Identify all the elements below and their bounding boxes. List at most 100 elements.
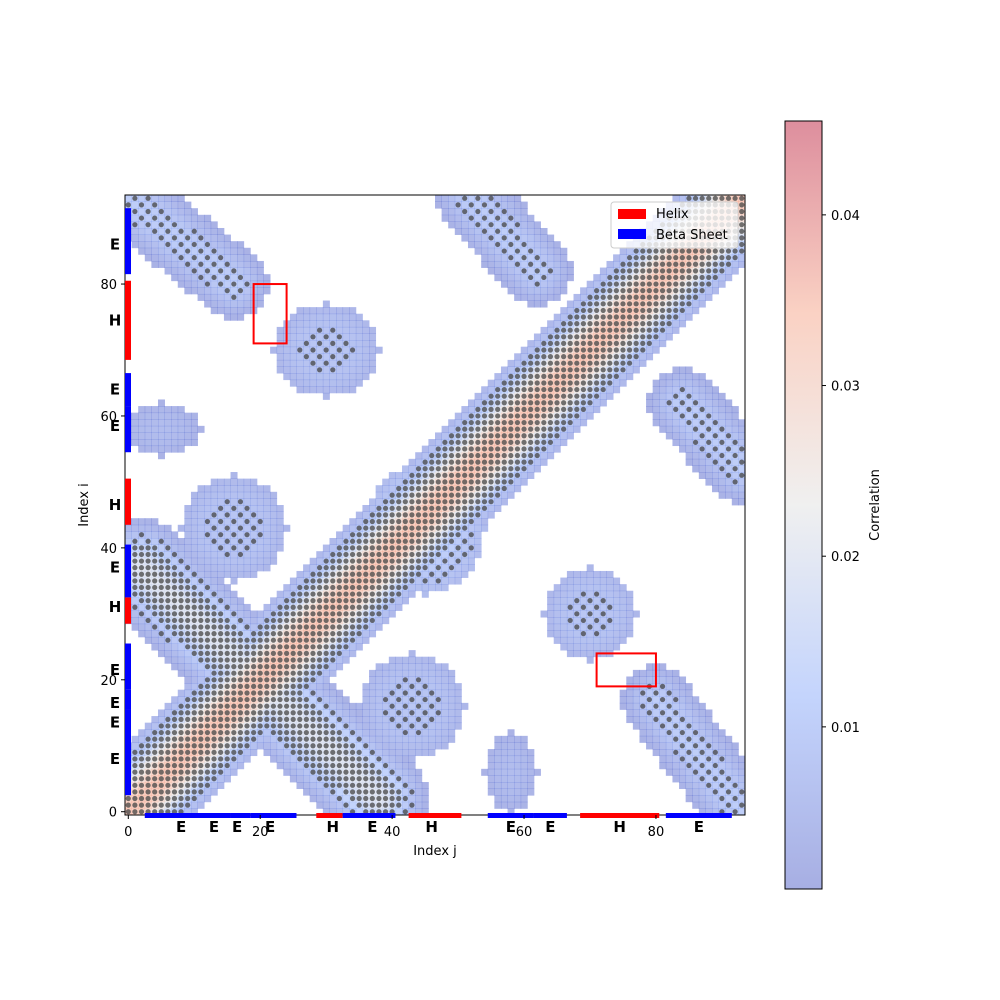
heatmap-cell xyxy=(500,768,508,776)
heatmap-cell xyxy=(349,709,357,717)
heatmap-cell xyxy=(250,254,258,262)
heatmap-cell xyxy=(679,419,687,427)
heatmap-cell xyxy=(560,577,568,585)
heatmap-cell xyxy=(718,729,726,737)
heatmap-cell xyxy=(369,505,377,512)
heatmap-cell xyxy=(204,590,212,598)
heatmap-cell xyxy=(164,702,172,710)
contact-point xyxy=(185,703,191,709)
heatmap-cell xyxy=(573,584,581,592)
contact-point xyxy=(330,789,336,795)
heatmap-cell xyxy=(692,452,700,460)
contact-point xyxy=(659,683,666,689)
heatmap-cell xyxy=(646,689,654,697)
heatmap-cell xyxy=(382,735,390,743)
contact-point xyxy=(356,789,362,795)
heatmap-cell xyxy=(197,551,205,559)
heatmap-cell xyxy=(322,689,330,697)
heatmap-cell xyxy=(157,406,165,414)
contact-point xyxy=(369,789,375,795)
heatmap-cell xyxy=(263,511,271,519)
heatmap-cell xyxy=(210,788,218,796)
heatmap-cell xyxy=(309,307,317,315)
heatmap-cell xyxy=(507,768,515,776)
heatmap-cell xyxy=(250,518,258,526)
heatmap-cell xyxy=(474,531,482,539)
heatmap-cell xyxy=(263,531,271,539)
heatmap-cell xyxy=(646,729,654,737)
heatmap-cell xyxy=(322,386,330,394)
contact-point xyxy=(376,769,382,775)
heatmap-cell xyxy=(243,293,251,301)
heatmap-cell xyxy=(289,366,297,374)
contact-point xyxy=(158,769,164,775)
heatmap-cell xyxy=(712,755,720,763)
heatmap-cell xyxy=(454,214,462,222)
contact-point xyxy=(277,637,283,643)
heatmap-cell xyxy=(144,432,152,440)
contact-point xyxy=(422,696,428,703)
contact-point xyxy=(673,749,679,755)
contact-point xyxy=(257,677,263,683)
heatmap-cell xyxy=(474,234,482,242)
heatmap-cell xyxy=(164,247,172,255)
heatmap-cell xyxy=(177,267,185,275)
contact-point xyxy=(336,743,342,749)
heatmap-cell xyxy=(402,768,410,776)
heatmap-cell xyxy=(560,432,568,440)
heatmap-cell xyxy=(540,452,548,460)
heatmap-cell xyxy=(355,313,363,321)
heatmap-cell xyxy=(672,669,680,677)
contact-point xyxy=(297,670,303,676)
heatmap-cell xyxy=(382,729,390,737)
heatmap-cell xyxy=(362,636,370,644)
contact-point xyxy=(224,710,230,716)
heatmap-cell xyxy=(421,782,429,790)
heatmap-cell xyxy=(507,359,515,367)
heatmap-cell xyxy=(573,650,581,658)
contact-point xyxy=(138,776,145,782)
heatmap-cell xyxy=(500,227,508,235)
heatmap-cell xyxy=(395,742,403,750)
heatmap-cell xyxy=(679,406,687,414)
heatmap-cell xyxy=(659,676,667,684)
heatmap-cell xyxy=(705,392,713,400)
heatmap-cell xyxy=(382,676,390,684)
contact-point xyxy=(389,703,395,709)
heatmap-cell xyxy=(362,702,370,710)
contact-point xyxy=(218,710,224,716)
heatmap-cell xyxy=(560,260,568,268)
heatmap-cell xyxy=(580,623,588,631)
heatmap-cell xyxy=(256,300,264,308)
contact-point xyxy=(204,696,211,703)
heatmap-cell xyxy=(144,425,152,433)
heatmap-cell xyxy=(467,406,475,414)
heatmap-cell xyxy=(731,742,739,750)
heatmap-cell xyxy=(520,280,528,288)
heatmap-cell xyxy=(738,795,746,803)
heatmap-cell xyxy=(705,722,713,730)
heatmap-cell xyxy=(289,379,297,387)
heatmap-cell xyxy=(256,287,264,295)
heatmap-cell xyxy=(606,643,614,651)
heatmap-cell xyxy=(507,260,515,268)
heatmap-cell xyxy=(725,406,733,414)
heatmap-cell xyxy=(369,716,377,724)
contact-point xyxy=(237,683,244,689)
heatmap-cell xyxy=(712,782,720,790)
heatmap-cell xyxy=(639,353,647,361)
heatmap-cell xyxy=(698,801,706,809)
contact-point xyxy=(185,756,191,762)
heatmap-cell xyxy=(566,425,574,433)
contact-point xyxy=(198,769,204,775)
heatmap-cell xyxy=(560,603,568,611)
heatmap-cell xyxy=(362,505,370,512)
contact-point xyxy=(224,729,230,736)
heatmap-cell xyxy=(151,617,159,625)
heatmap-cell xyxy=(454,227,462,235)
heatmap-cell xyxy=(237,755,245,763)
contact-point xyxy=(231,743,237,749)
heatmap-cell xyxy=(718,735,726,743)
heatmap-cell xyxy=(646,663,654,671)
contact-point xyxy=(316,644,323,650)
